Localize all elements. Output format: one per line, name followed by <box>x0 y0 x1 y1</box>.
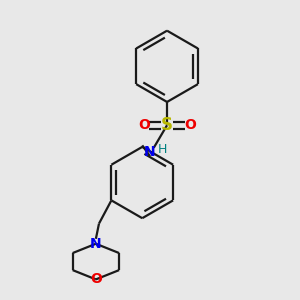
Text: O: O <box>138 118 150 132</box>
Text: S: S <box>161 116 173 134</box>
Text: H: H <box>158 142 167 156</box>
Text: O: O <box>184 118 196 132</box>
Text: N: N <box>144 145 156 158</box>
Text: N: N <box>90 237 102 251</box>
Text: O: O <box>90 272 102 286</box>
